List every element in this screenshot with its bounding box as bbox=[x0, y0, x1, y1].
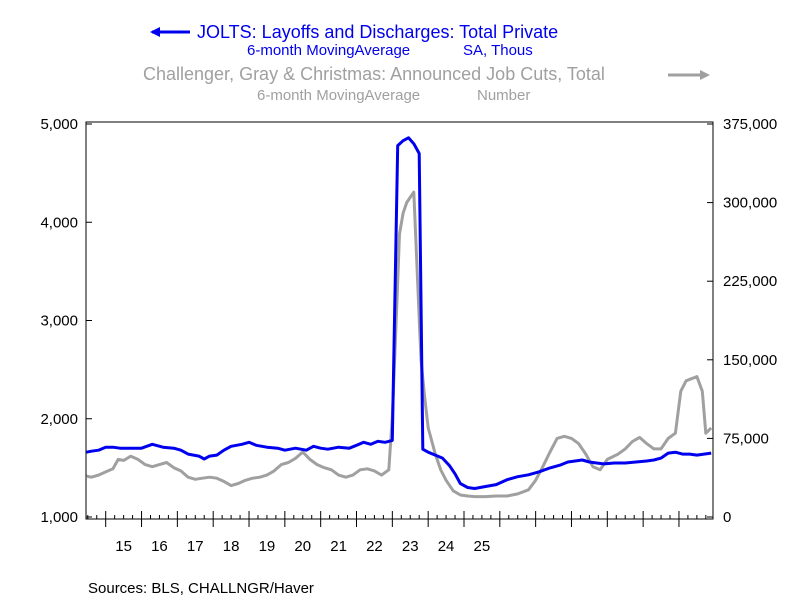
x-tick-label: 16 bbox=[151, 538, 168, 555]
left-tick-label: 5,000 bbox=[40, 116, 78, 133]
legend-title-challenger: Challenger, Gray & Christmas: Announced … bbox=[143, 64, 605, 84]
legend-subtitle-right-jolts: SA, Thous bbox=[463, 42, 533, 59]
right-tick-label: 75,000 bbox=[723, 430, 769, 447]
right-tick-label: 150,000 bbox=[723, 352, 777, 369]
right-tick-label: 225,000 bbox=[723, 273, 777, 290]
series-line-challenger bbox=[86, 190, 713, 499]
series-line-jolts bbox=[86, 136, 712, 490]
x-axis: 15 16 17 18 19 20 21 22 23 24 25 bbox=[87, 511, 707, 555]
legend-subtitle-left-jolts: 6-month MovingAverage bbox=[247, 42, 410, 59]
left-axis: 1,000 2,000 3,000 4,000 5,000 bbox=[40, 116, 92, 526]
left-tick-label: 3,000 bbox=[40, 313, 78, 330]
x-tick-label: 17 bbox=[187, 538, 204, 555]
legend-item-challenger[interactable]: Challenger, Gray & Christmas: Announced … bbox=[143, 64, 710, 104]
x-tick-label: 24 bbox=[438, 538, 455, 555]
left-tick-label: 2,000 bbox=[40, 411, 78, 428]
right-axis: 0 75,000 150,000 225,000 300,000 375,000 bbox=[707, 116, 777, 526]
x-tick-label: 15 bbox=[115, 538, 132, 555]
arrow-right-icon bbox=[700, 70, 710, 80]
x-tick-label: 20 bbox=[294, 538, 311, 555]
right-tick-label: 0 bbox=[723, 509, 731, 526]
plot-frame bbox=[85, 121, 714, 520]
legend-subtitle-right-challenger: Number bbox=[477, 87, 530, 104]
x-tick-label: 19 bbox=[259, 538, 276, 555]
legend-title-jolts: JOLTS: Layoffs and Discharges: Total Pri… bbox=[197, 22, 558, 42]
left-tick-label: 4,000 bbox=[40, 214, 78, 231]
source-note: Sources: BLS, CHALLNGR/Haver bbox=[88, 580, 314, 597]
legend-item-jolts[interactable]: JOLTS: Layoffs and Discharges: Total Pri… bbox=[150, 22, 558, 59]
right-tick-label: 375,000 bbox=[723, 116, 777, 133]
arrow-left-icon bbox=[150, 27, 160, 37]
x-tick-label: 18 bbox=[223, 538, 240, 555]
x-tick-label: 21 bbox=[330, 538, 347, 555]
x-tick-label: 22 bbox=[366, 538, 383, 555]
left-tick-label: 1,000 bbox=[40, 509, 78, 526]
legend-subtitle-left-challenger: 6-month MovingAverage bbox=[257, 87, 420, 104]
right-tick-label: 300,000 bbox=[723, 195, 777, 212]
legend: JOLTS: Layoffs and Discharges: Total Pri… bbox=[143, 22, 710, 104]
x-tick-label: 23 bbox=[402, 538, 419, 555]
x-tick-label: 25 bbox=[474, 538, 491, 555]
